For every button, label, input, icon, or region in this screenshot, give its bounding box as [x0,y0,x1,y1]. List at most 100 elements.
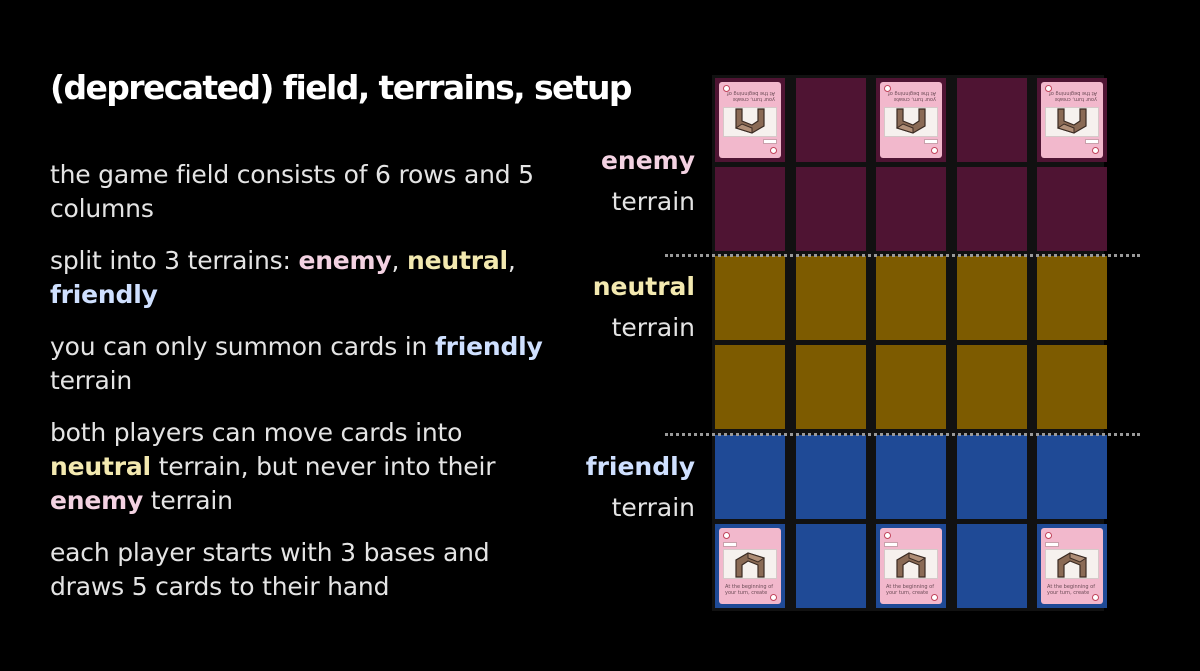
field-cell-neutral[interactable] [715,256,785,340]
bullet-text-run: cards into [332,418,463,447]
field-cell-friendly[interactable] [876,435,946,519]
base-tower-icon [1057,552,1088,578]
bullet-text-run: field [176,160,229,189]
bullet-text-run: each player starts with [50,538,341,567]
bullet-text-run: consists of 6 [229,160,399,189]
slide-title: (deprecated) field, terrains, setup [50,68,633,107]
field-cell-neutral[interactable] [956,256,1027,340]
card-ability-text: At the beginning of [886,584,934,590]
bullet-text-run: hand [327,572,390,601]
card-cost-icon [931,147,938,154]
bullet-text-run: neutral [407,246,508,275]
bullet-point: each player starts with 3 bases and draw… [50,536,570,604]
field-cell-friendly[interactable] [1037,435,1107,519]
field-cell-friendly[interactable] [795,435,866,519]
field-cell-friendly[interactable]: At the beginning of your turn, create [876,524,946,608]
field-cell-neutral[interactable] [956,345,1027,429]
field-cell-neutral[interactable] [876,256,946,340]
field-cell-enemy[interactable]: your turn, create At the beginning of [715,78,785,162]
bullet-text-run: split into [50,246,165,275]
bullet-text-run: , [391,246,408,275]
card-ability-text: At the beginning of [727,90,775,96]
card-health-icon [1092,594,1099,601]
field-cell-enemy[interactable] [956,78,1027,162]
bullet-text-run: both players can [50,418,264,447]
base-card[interactable]: At the beginning of your turn, create [1041,528,1103,604]
base-tower-icon [895,108,926,134]
game-field: your turn, create At the beginning of your… [712,75,1107,611]
field-cell-neutral[interactable] [795,256,866,340]
base-card[interactable]: At the beginning of your turn, create [719,528,781,604]
base-card[interactable]: your turn, create At the beginning of [880,82,942,158]
base-tower-icon [896,552,927,578]
field-cell-friendly[interactable] [956,524,1027,608]
field-cell-enemy[interactable]: your turn, create At the beginning of [876,78,946,162]
field-cell-friendly[interactable]: At the beginning of your turn, create [715,524,785,608]
card-ability-text: your turn, create [893,96,936,102]
friendly-terrain-label: friendly terrain [586,446,695,528]
bullet-point: split into 3 terrains: enemy, neutral, f… [50,244,570,312]
enemy-terrain-word: terrain [611,187,695,216]
bullet-text-run: friendly [434,332,543,361]
card-cost-icon [723,532,730,539]
field-cell-enemy[interactable] [795,78,866,162]
card-art [723,107,777,137]
card-ability-text: your turn, create [1047,590,1090,596]
card-cost-icon [884,532,891,539]
friendly-terrain-word: terrain [611,493,695,522]
field-cell-friendly[interactable] [715,435,785,519]
base-card[interactable]: your turn, create At the beginning of [1041,82,1103,158]
field-cell-neutral[interactable] [876,345,946,429]
card-art [884,549,938,579]
bullet-text-run: , [507,246,516,275]
bullet-text-run: 3 terrains [164,246,283,275]
bullet-text-run: summon [214,332,323,361]
field-cell-friendly[interactable] [795,524,866,608]
neutral-friendly-divider [665,433,1140,436]
card-cost-icon [1045,532,1052,539]
bullet-text-run: 3 bases [340,538,436,567]
bullet-point: both players can move cards into neutral… [50,416,570,518]
card-name-tag [1045,542,1059,547]
field-cell-enemy[interactable] [1037,167,1107,251]
field-cell-enemy[interactable] [795,167,866,251]
field-cell-friendly[interactable] [956,435,1027,519]
field-cell-enemy[interactable] [876,167,946,251]
field-cell-neutral[interactable] [795,345,866,429]
bullet-text-run: columns [50,194,154,223]
field-cell-enemy[interactable] [956,167,1027,251]
field-cell-enemy[interactable] [715,167,785,251]
bullet-text-run: the game [50,160,177,189]
bullet-text-run: terrain, but never into their [150,452,496,481]
card-art [723,549,777,579]
bullet-text-run: you can only [50,332,215,361]
field-cell-enemy[interactable]: your turn, create At the beginning of [1037,78,1107,162]
card-health-icon [770,594,777,601]
bullet-text-run: : [282,246,299,275]
field-cell-friendly[interactable]: At the beginning of your turn, create [1037,524,1107,608]
bullet-text-run: enemy [298,246,392,275]
bullet-text-run: 5 cards [131,572,222,601]
friendly-terrain-name: friendly [585,452,695,481]
field-cell-neutral[interactable] [1037,345,1107,429]
base-tower-icon [1056,108,1087,134]
card-ability-text: At the beginning of [1047,584,1095,590]
base-card[interactable]: At the beginning of your turn, create [880,528,942,604]
bullet-text-run: friendly [50,280,158,309]
card-ability-text: your turn, create [1054,96,1097,102]
card-health-icon [723,85,730,92]
base-card[interactable]: your turn, create At the beginning of [719,82,781,158]
enemy-terrain-name: enemy [600,146,695,175]
card-ability-text: At the beginning of [1049,90,1097,96]
field-cell-neutral[interactable] [1037,256,1107,340]
bullet-text-run: terrain [50,366,133,395]
bullet-text-run: terrain [143,486,233,515]
field-cell-neutral[interactable] [715,345,785,429]
neutral-terrain-name: neutral [592,272,695,301]
card-health-icon [884,85,891,92]
card-name-tag [723,542,737,547]
card-art [884,107,938,137]
card-name-tag [763,139,777,144]
bullet-text-run: move [263,418,333,447]
